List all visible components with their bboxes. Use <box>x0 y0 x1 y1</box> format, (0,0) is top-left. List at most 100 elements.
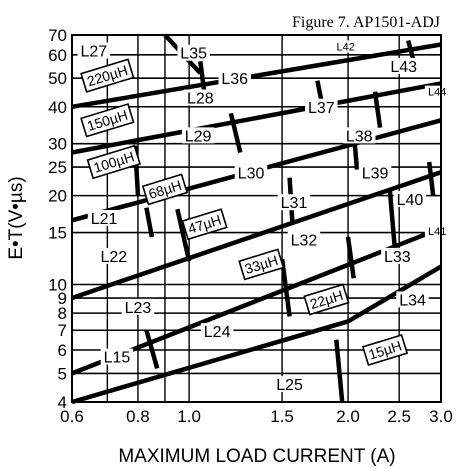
region-boundary-0 <box>71 42 442 110</box>
region-label-l15: L15 <box>100 348 134 367</box>
region-label-l30: L30 <box>234 164 268 182</box>
inductor-box <box>361 334 409 366</box>
region-label-text: L24 <box>204 324 231 341</box>
region-label-text: L27 <box>81 44 108 61</box>
region-boundary-18 <box>345 236 356 279</box>
region-boundary-7 <box>198 61 207 95</box>
region-label-text: L33 <box>384 249 411 266</box>
region-label-l25: L25 <box>273 376 306 394</box>
region-label-text: L23 <box>125 300 152 317</box>
region-label-bg <box>234 164 268 181</box>
region-label-text: L30 <box>238 165 265 182</box>
y-tick-label-15: 15 <box>48 224 67 243</box>
region-label-text: L39 <box>362 165 389 182</box>
region-label-bg <box>97 247 131 264</box>
region-label-l27: L27 <box>77 42 111 61</box>
x-tick-label-2.0: 2.0 <box>336 407 360 426</box>
x-tick-label-0.8: 0.8 <box>126 407 150 426</box>
region-label-bg <box>77 42 111 59</box>
region-label-bg <box>87 209 121 226</box>
region-label-bg <box>184 89 217 106</box>
region-label-l44: L44 <box>424 85 450 99</box>
region-label-text: L21 <box>91 211 118 228</box>
y-tick-label-50: 50 <box>48 69 67 88</box>
region-label-bg <box>358 164 392 181</box>
region-boundary-21 <box>334 339 345 403</box>
region-label-bg <box>305 98 338 115</box>
region-label-bg <box>177 44 210 61</box>
inductor-label-33uh: 33µH <box>238 248 285 281</box>
region-label-bg <box>200 323 234 340</box>
y-tick-label-8: 8 <box>58 304 67 323</box>
y-tick-label-70: 70 <box>48 26 67 45</box>
x-tick-label-2.5: 2.5 <box>387 407 411 426</box>
region-label-l43: L43 <box>387 57 420 76</box>
inductor-box <box>303 283 350 316</box>
region-label-text: L41 <box>428 226 446 238</box>
region-boundary-4 <box>71 226 442 376</box>
region-label-bg <box>424 224 450 237</box>
y-axis-label: E•T(V•µs) <box>6 176 27 259</box>
region-boundary-3 <box>71 170 442 301</box>
y-tick-label-7: 7 <box>58 321 67 340</box>
region-label-bg <box>381 247 414 264</box>
region-label-bg <box>277 194 311 211</box>
x-tick-label-3.0: 3.0 <box>429 407 453 426</box>
region-label-l40: L40 <box>393 190 427 209</box>
region-label-text: L25 <box>276 377 303 394</box>
x-tick-label-0.6: 0.6 <box>60 407 84 426</box>
region-labels: L27 L35 L42 L43 L36 L44 L28 L37 L29 L38 L30 L39 L31 L… <box>77 40 450 394</box>
y-tick-label-9: 9 <box>58 289 67 308</box>
region-label-text: L32 <box>291 233 318 250</box>
region-boundary-17 <box>387 189 397 247</box>
region-label-bg <box>181 127 215 144</box>
region-label-text: L28 <box>187 90 214 107</box>
region-label-bg <box>424 85 450 98</box>
region-label-l33: L33 <box>381 247 414 266</box>
inductor-label-15uh: 15µH <box>361 334 409 366</box>
region-label-l35: L35 <box>177 44 210 63</box>
region-label-text: L42 <box>337 41 355 53</box>
region-label-text: L15 <box>104 350 131 367</box>
region-label-text: L44 <box>428 87 446 99</box>
inductor-box <box>181 208 228 241</box>
chart-title: Figure 7. AP1501-ADJ <box>292 14 440 31</box>
region-boundary-1 <box>71 81 442 155</box>
region-label-l34: L34 <box>396 291 429 309</box>
region-label-text: L22 <box>100 249 127 266</box>
region-label-bg <box>273 376 306 393</box>
region-boundary-11 <box>228 112 243 154</box>
y-tick-label-30: 30 <box>48 135 67 154</box>
region-label-text: L35 <box>180 46 207 63</box>
region-label-bg <box>218 70 251 87</box>
region-label-text: L29 <box>185 128 212 145</box>
region-label-bg <box>393 190 427 207</box>
y-tick-label-25: 25 <box>48 158 67 177</box>
inductor-label-100uh: 100µH <box>86 144 142 180</box>
region-label-bg <box>100 348 134 365</box>
region-boundary-5 <box>71 264 443 405</box>
inductor-box <box>86 144 142 180</box>
region-label-l41: L41 <box>424 224 450 238</box>
region-label-l32: L32 <box>287 231 321 250</box>
region-label-bg <box>342 127 376 144</box>
x-axis-label: MAXIMUM LOAD CURRENT (A) <box>118 446 395 467</box>
region-label-l39: L39 <box>358 164 392 182</box>
region-boundary-10 <box>175 208 192 262</box>
region-label-bg <box>387 57 420 74</box>
y-tick-label-10: 10 <box>48 276 67 295</box>
inductor-box <box>80 103 135 138</box>
region-boundary-9 <box>144 207 155 238</box>
inductor-box <box>80 58 135 93</box>
y-tick-label-4: 4 <box>58 393 67 412</box>
region-label-bg <box>333 40 358 53</box>
region-boundary-20 <box>426 161 436 196</box>
inductor-label-68uh: 68µH <box>141 173 189 206</box>
region-boundary-16 <box>372 91 383 128</box>
y-tick-label-60: 60 <box>48 46 67 65</box>
y-tick-label-40: 40 <box>48 98 67 117</box>
y-tick-label-20: 20 <box>48 187 67 206</box>
